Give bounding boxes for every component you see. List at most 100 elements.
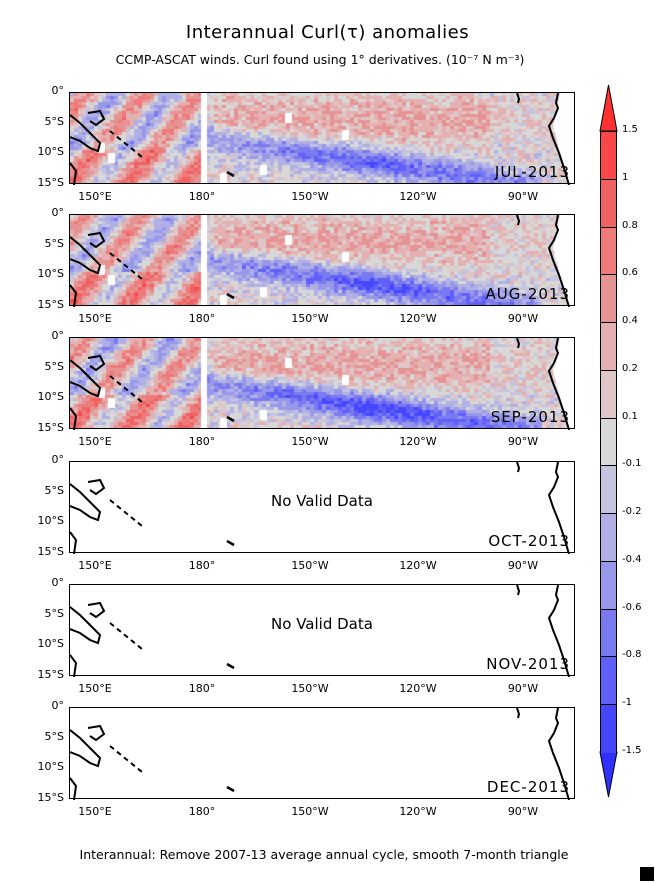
- lat-label: 0°: [51, 453, 65, 466]
- lat-label: 15°S: [37, 791, 64, 804]
- coastline-segment: [70, 359, 102, 398]
- lat-label: 10°S: [37, 760, 64, 773]
- anomaly-field: [70, 93, 574, 183]
- solomon-islands: [109, 130, 143, 158]
- colorbar-label: 0.2: [622, 362, 638, 374]
- samoa-islands: [226, 785, 235, 793]
- colorbar-label: -0.4: [622, 553, 642, 565]
- lat-label: 15°S: [37, 176, 64, 189]
- coastline-segment: [516, 93, 521, 104]
- solomon-islands: [109, 499, 143, 527]
- coastline-segment: [70, 654, 78, 677]
- coastline-segment: [70, 531, 78, 554]
- map-panel-oct-2013: OCT-2013 No Valid Data: [69, 461, 575, 554]
- lat-label: 10°S: [37, 637, 64, 650]
- colorbar-band: [600, 704, 617, 753]
- lon-label: 90°W: [507, 682, 539, 695]
- coastline-segment: [87, 354, 106, 372]
- lat-label: 5°S: [44, 360, 64, 373]
- samoa-islands: [226, 170, 235, 178]
- colorbar-label: -0.6: [622, 601, 642, 613]
- map-panel-aug-2013: AUG-2013: [69, 214, 575, 307]
- lon-label: 90°W: [507, 559, 539, 572]
- lon-label: 180°: [188, 435, 216, 448]
- lon-label: 90°W: [507, 312, 539, 325]
- map-panel-dec-2013: DEC-2013: [69, 707, 575, 800]
- lon-label: 150°W: [291, 435, 329, 448]
- panel-month-label: OCT-2013: [488, 532, 570, 550]
- colorbar-max-triangle: [599, 84, 618, 132]
- coastline-segment: [87, 478, 106, 496]
- colorbar-label: 0.4: [622, 315, 638, 327]
- lat-label: 10°S: [37, 514, 64, 527]
- lon-label: 120°W: [399, 559, 437, 572]
- lat-label: 10°S: [37, 145, 64, 158]
- anomaly-field: [70, 215, 574, 305]
- corner-marker: [640, 867, 654, 881]
- coastline-segment: [547, 93, 570, 185]
- coastlines: [70, 708, 570, 800]
- lat-label: 5°S: [44, 607, 64, 620]
- panel-month-label: SEP-2013: [490, 408, 570, 426]
- coastline-segment: [547, 585, 570, 677]
- coastline-segment: [547, 708, 570, 800]
- coastline-segment: [87, 109, 106, 127]
- colorbar-band: [600, 226, 617, 276]
- coastlines: [70, 338, 570, 430]
- lon-label: 120°W: [399, 190, 437, 203]
- colorbar-label: 0.8: [622, 219, 638, 231]
- colorbar-band: [600, 560, 617, 610]
- lon-label: 90°W: [507, 805, 539, 818]
- lat-label: 15°S: [37, 545, 64, 558]
- lon-label: 150°W: [291, 190, 329, 203]
- lat-label: 5°S: [44, 237, 64, 250]
- coastline-segment: [516, 708, 521, 719]
- colorbar-label: -1: [622, 697, 632, 709]
- coastlines: [70, 585, 570, 677]
- coastline-segment: [516, 338, 521, 349]
- colorbar-band: [600, 513, 617, 562]
- coastline-segment: [70, 284, 78, 307]
- lat-label: 0°: [51, 699, 65, 712]
- no-valid-data-message: No Valid Data: [271, 492, 373, 510]
- lon-label: 150°E: [78, 559, 112, 572]
- colorbar-band: [600, 465, 617, 515]
- lat-label: 5°S: [44, 730, 64, 743]
- lon-label: 150°E: [78, 682, 112, 695]
- colorbar-band: [600, 178, 617, 228]
- map-panel-nov-2013: NOV-2013 No Valid Data: [69, 584, 575, 677]
- coastlines: [70, 215, 570, 307]
- lon-label: 150°E: [78, 190, 112, 203]
- figure-subtitle: CCMP-ASCAT winds. Curl found using 1° de…: [115, 52, 525, 67]
- coastline-segment: [70, 606, 102, 645]
- coastline-segment: [516, 585, 521, 596]
- lat-label: 0°: [51, 576, 65, 589]
- lon-label: 150°E: [78, 435, 112, 448]
- lat-label: 10°S: [37, 390, 64, 403]
- colorbar-label: -0.2: [622, 506, 642, 518]
- lat-label: 15°S: [37, 668, 64, 681]
- coastline-segment: [87, 601, 106, 619]
- colorbar-label: 0.1: [622, 410, 638, 422]
- colorbar-band: [600, 608, 617, 658]
- coastline-segment: [70, 729, 102, 768]
- samoa-islands: [226, 415, 235, 423]
- panel-month-label: AUG-2013: [485, 285, 570, 303]
- coastlines: [70, 462, 570, 554]
- lon-label: 120°W: [399, 682, 437, 695]
- solomon-islands: [109, 252, 143, 280]
- coastline-segment: [70, 114, 102, 153]
- panel-month-label: NOV-2013: [486, 655, 570, 673]
- colorbar-label: -1.5: [622, 745, 642, 756]
- coastline-segment: [547, 215, 570, 307]
- lon-label: 120°W: [399, 312, 437, 325]
- coastline-segment: [70, 236, 102, 275]
- map-panel-sep-2013: SEP-2013: [69, 337, 575, 430]
- colorbar-band: [600, 656, 617, 706]
- lat-label: 15°S: [37, 298, 64, 311]
- coastline-segment: [70, 162, 78, 185]
- coastline-segment: [547, 462, 570, 554]
- solomon-islands: [109, 375, 143, 403]
- samoa-islands: [226, 662, 235, 670]
